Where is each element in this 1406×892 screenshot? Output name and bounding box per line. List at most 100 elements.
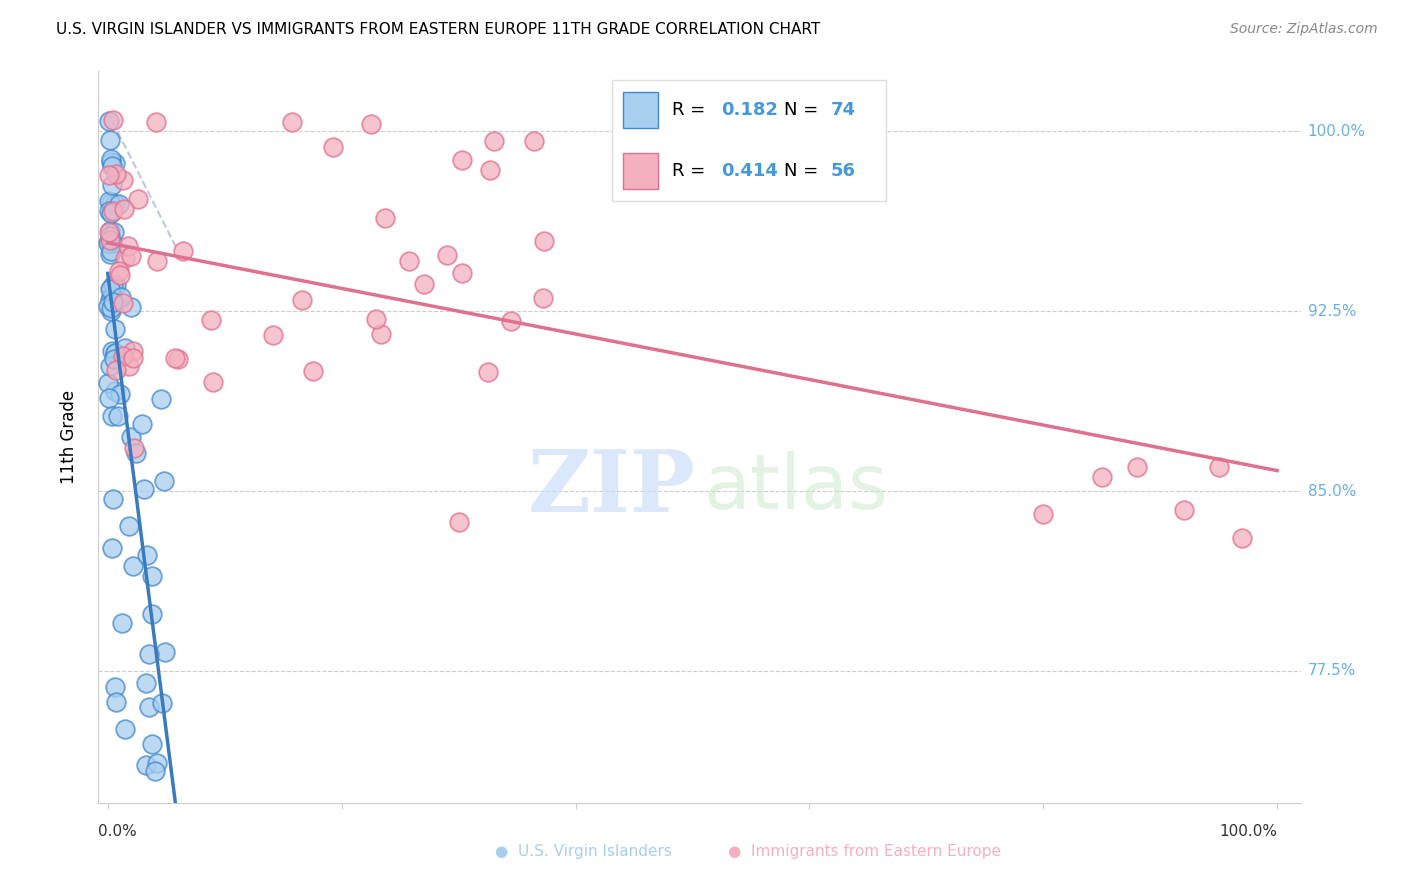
Point [108,197,131,211]
Point [302,364,325,378]
Bar [623,153,658,188]
Point [364,312,387,326]
Point [482,134,505,148]
Text: 100.0%: 100.0% [1219,824,1277,839]
Point [172,244,194,258]
Point [111,296,134,310]
Point [108,268,131,282]
Point [97,235,120,250]
Point [141,569,163,583]
Point [98,224,121,238]
Point [100,235,122,250]
Point [114,202,136,216]
Point [98,282,121,296]
Point [112,349,135,363]
Text: 77.5%: 77.5% [1308,664,1355,679]
Text: 0.414: 0.414 [721,161,778,179]
Point [523,134,546,148]
Text: 74: 74 [831,102,856,120]
Point [478,163,501,178]
Point [120,300,142,314]
Text: Source: ZipAtlas.com: Source: ZipAtlas.com [1230,22,1378,37]
Point [165,351,187,365]
Point [501,314,523,328]
Point [1208,460,1230,475]
Point [1091,470,1114,484]
Point [100,244,122,259]
Point [145,253,167,268]
Point [138,700,160,714]
Point [118,518,141,533]
Point [370,326,392,341]
Point [98,225,121,239]
Point [477,365,499,379]
Point [121,559,143,574]
Point [120,430,142,444]
Point [104,278,127,293]
Point [450,153,472,167]
Point [1230,531,1253,545]
Point [291,293,314,308]
Point [100,154,122,169]
Y-axis label: 11th Grade: 11th Grade [59,390,77,484]
FancyBboxPatch shape [612,80,886,201]
Text: 85.0%: 85.0% [1308,483,1355,499]
Point [1032,507,1054,521]
Bar [623,93,658,128]
Point [98,228,121,243]
Point [101,290,124,304]
Point [104,363,127,377]
Point [398,254,420,268]
Point [167,352,190,367]
Text: 0.182: 0.182 [721,102,779,120]
Text: 56: 56 [831,161,856,179]
Point [103,197,125,211]
Point [101,344,124,359]
Point [436,248,458,262]
Point [98,235,121,249]
Point [150,696,173,710]
Point [100,153,122,167]
Point [138,647,160,661]
Point [141,738,163,752]
Point [100,235,122,250]
Point [122,441,145,455]
Point [127,192,149,206]
Text: U.S. VIRGIN ISLANDER VS IMMIGRANTS FROM EASTERN EUROPE 11TH GRADE CORRELATION CH: U.S. VIRGIN ISLANDER VS IMMIGRANTS FROM … [56,22,821,37]
Point [125,446,148,460]
Point [146,756,169,771]
Point [117,239,139,253]
Point [103,278,125,293]
Point [143,764,166,778]
Point [135,676,157,690]
Point [97,299,120,313]
Point [100,281,122,295]
Point [114,722,136,736]
Text: N =: N = [785,161,824,179]
Point [103,351,125,366]
Point [104,384,127,398]
Point [114,341,136,355]
Point [101,160,124,174]
Point [114,252,136,266]
Point [100,246,122,260]
Point [110,290,132,304]
Point [1173,503,1195,517]
Text: N =: N = [785,102,824,120]
Point [121,351,143,365]
Point [100,205,122,219]
Point [98,359,121,373]
Point [122,344,145,359]
Point [120,249,142,263]
Point [98,133,121,147]
Text: 92.5%: 92.5% [1308,303,1355,318]
Point [100,289,122,303]
Point [135,758,157,772]
Point [97,376,120,390]
Text: ●  U.S. Virgin Islanders: ● U.S. Virgin Islanders [495,845,672,859]
Text: atlas: atlas [703,451,889,525]
Point [531,291,554,305]
Text: 0.0%: 0.0% [98,824,138,839]
Point [98,204,121,219]
Point [322,140,344,154]
